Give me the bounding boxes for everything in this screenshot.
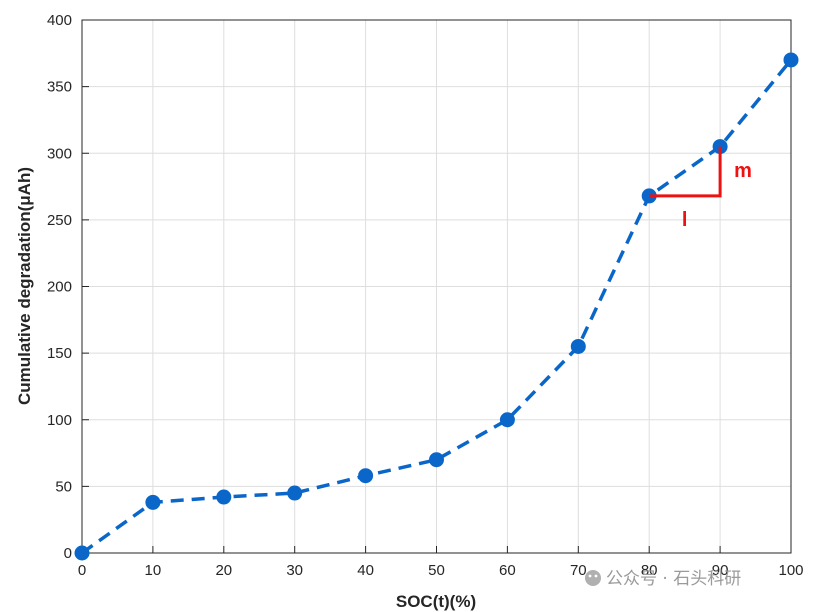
y-tick-label: 200 [47,279,72,296]
run-label: l [682,209,688,231]
x-tick-label: 50 [428,562,445,579]
y-tick-label: 300 [47,145,72,162]
data-point [358,468,374,484]
watermark-text: 公众号 · 石头科研 [606,569,741,589]
watermark: 公众号 · 石头科研 [585,569,741,589]
data-point [216,489,232,505]
x-tick-label: 10 [145,562,162,579]
wechat-icon-eye-right [594,574,598,578]
wechat-icon [585,570,601,586]
wechat-icon-eye-left [588,574,592,578]
data-point [499,412,515,428]
data-point [429,452,444,468]
y-tick-label: 0 [64,545,72,562]
y-axis-title: Cumulative degradation(μAh) [15,167,34,405]
series-line [80,58,793,555]
x-axis-title: SOC(t)(%) [396,592,476,611]
data-point [570,338,586,354]
x-axis: 0 10 20 30 40 50 60 70 80 90 100 [78,546,804,579]
x-tick-label: 40 [357,562,374,579]
x-tick-label: 20 [215,562,232,579]
y-tick-label: 250 [47,212,72,229]
data-point [145,494,161,510]
rise-label: m [734,160,752,182]
y-tick-label: 150 [47,345,72,362]
x-tick-label: 90 [712,562,729,579]
y-tick-label: 100 [47,412,72,429]
y-tick-label: 400 [47,12,72,29]
y-tick-label: 350 [47,79,72,96]
x-tick-label: 70 [570,562,587,579]
x-tick-label: 80 [641,562,658,579]
x-tick-label: 100 [778,562,803,579]
slope-triangle [649,146,722,198]
y-tick-label: 50 [55,478,72,495]
x-tick-label: 30 [286,562,303,579]
data-point [783,52,799,68]
x-tick-label: 0 [78,562,86,579]
x-tick-label: 60 [499,562,516,579]
annotations: lm [649,146,752,231]
data-point [74,545,90,561]
data-point [287,485,303,501]
y-axis: 0 50 100 150 200 250 300 350 400 [47,12,89,562]
